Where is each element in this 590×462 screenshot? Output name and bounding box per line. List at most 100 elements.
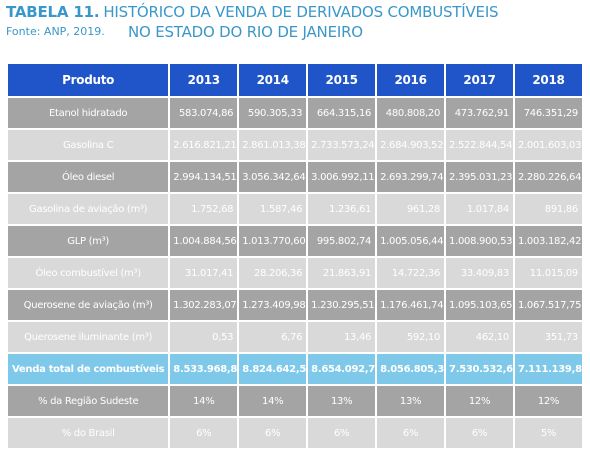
column-header-product: Produto [8,64,169,96]
sales-table-container: Produto 2013 2014 2015 2016 2017 2018 Et… [6,62,584,450]
total-value-cell: 8.533.968,82 [170,354,238,384]
product-cell: Etanol hidratado [8,98,169,128]
value-cell: 28.206,36 [239,258,307,288]
value-cell: 746.351,29 [514,98,582,128]
table-header: Produto 2013 2014 2015 2016 2017 2018 [8,64,582,96]
table-source: Fonte: ANP, 2019. [6,25,105,38]
value-cell: 590.305,33 [239,98,307,128]
percent-cell: 13% [377,386,445,416]
percentage-row: % da Região Sudeste 14% 14% 13% 13% 12% … [8,386,582,416]
total-label-cell: Venda total de combustíveis [8,354,169,384]
value-cell: 33.409,83 [446,258,513,288]
table-row: GLP (m³) 1.004.884,56 1.013.770,60 995.8… [8,226,582,256]
value-cell: 583.074,86 [170,98,238,128]
value-cell: 2.001.603,03 [514,130,582,160]
product-cell: % do Brasil [8,418,169,448]
table-row: Óleo combustível (m³) 31.017,41 28.206,3… [8,258,582,288]
percent-cell: 12% [446,386,513,416]
value-cell: 1.008.900,53 [446,226,513,256]
table-row: Etanol hidratado 583.074,86 590.305,33 6… [8,98,582,128]
value-cell: 1.273.409,98 [239,290,307,320]
value-cell: 961,28 [377,194,445,224]
percent-cell: 14% [239,386,307,416]
value-cell: 2.395.031,23 [446,162,513,192]
value-cell: 1.176.461,74 [377,290,445,320]
header-row: Produto 2013 2014 2015 2016 2017 2018 [8,64,582,96]
product-cell: GLP (m³) [8,226,169,256]
column-header-2016: 2016 [377,64,445,96]
value-cell: 2.693.299,74 [377,162,445,192]
product-cell: Gasolina C [8,130,169,160]
total-value-cell: 8.056.805,39 [377,354,445,384]
value-cell: 2.994.134,51 [170,162,238,192]
product-cell: Querosene de aviação (m³) [8,290,169,320]
value-cell: 31.017,41 [170,258,238,288]
value-cell: 1.004.884,56 [170,226,238,256]
table-title: TABELA 11. HISTÓRICO DA VENDA DE DERIVADO… [6,3,499,21]
value-cell: 891,86 [514,194,582,224]
table-title-text: HISTÓRICO DA VENDA DE DERIVADOS COMBUSTÍ… [103,3,499,21]
value-cell: 14.722,36 [377,258,445,288]
column-header-2018: 2018 [514,64,582,96]
value-cell: 1.095.103,65 [446,290,513,320]
product-cell: Óleo combustível (m³) [8,258,169,288]
percent-cell: 6% [170,418,238,448]
percent-cell: 6% [446,418,513,448]
product-cell: Querosene iluminante (m³) [8,322,169,352]
table-title-line2: NO ESTADO DO RIO DE JANEIRO [128,23,363,41]
value-cell: 1.230.295,51 [308,290,376,320]
percent-cell: 6% [308,418,376,448]
column-header-2015: 2015 [308,64,376,96]
product-cell: Óleo diesel [8,162,169,192]
value-cell: 1.003.182,42 [514,226,582,256]
value-cell: 1.013.770,60 [239,226,307,256]
value-cell: 2.733.573,24 [308,130,376,160]
percentage-row: % do Brasil 6% 6% 6% 6% 6% 5% [8,418,582,448]
value-cell: 21.863,91 [308,258,376,288]
table-row: Querosene iluminante (m³) 0,53 6,76 13,4… [8,322,582,352]
value-cell: 995.802,74 [308,226,376,256]
value-cell: 2.280.226,64 [514,162,582,192]
table-row: Óleo diesel 2.994.134,51 3.056.342,64 3.… [8,162,582,192]
total-value-cell: 8.654.092,74 [308,354,376,384]
total-value-cell: 8.824.642,51 [239,354,307,384]
value-cell: 664.315,16 [308,98,376,128]
table-row: Gasolina de aviação (m³) 1.752,68 1.587,… [8,194,582,224]
value-cell: 1.067.517,75 [514,290,582,320]
total-value-cell: 7.530.532,61 [446,354,513,384]
value-cell: 11.015,09 [514,258,582,288]
percent-cell: 5% [514,418,582,448]
value-cell: 1.017,84 [446,194,513,224]
value-cell: 3.056.342,64 [239,162,307,192]
value-cell: 473.762,91 [446,98,513,128]
value-cell: 2.616.821,21 [170,130,238,160]
percent-cell: 6% [377,418,445,448]
table-row: Gasolina C 2.616.821,21 2.861.013,38 2.7… [8,130,582,160]
total-value-cell: 7.111.139,80 [514,354,582,384]
percent-cell: 6% [239,418,307,448]
value-cell: 592,10 [377,322,445,352]
value-cell: 480.808,20 [377,98,445,128]
column-header-2014: 2014 [239,64,307,96]
value-cell: 3.006.992,11 [308,162,376,192]
value-cell: 351,73 [514,322,582,352]
value-cell: 2.522.844,54 [446,130,513,160]
total-row: Venda total de combustíveis 8.533.968,82… [8,354,582,384]
product-cell: Gasolina de aviação (m³) [8,194,169,224]
value-cell: 2.684.903,52 [377,130,445,160]
table-row: Querosene de aviação (m³) 1.302.283,07 1… [8,290,582,320]
value-cell: 0,53 [170,322,238,352]
table-caption: TABELA 11. HISTÓRICO DA VENDA DE DERIVADO… [6,2,586,46]
column-header-2017: 2017 [446,64,513,96]
percent-cell: 12% [514,386,582,416]
value-cell: 1.752,68 [170,194,238,224]
percent-cell: 13% [308,386,376,416]
table-number: TABELA 11. [6,3,100,21]
table-body: Etanol hidratado 583.074,86 590.305,33 6… [8,98,582,448]
sales-table: Produto 2013 2014 2015 2016 2017 2018 Et… [6,62,584,450]
value-cell: 1.005.056,44 [377,226,445,256]
value-cell: 2.861.013,38 [239,130,307,160]
value-cell: 1.587,46 [239,194,307,224]
product-cell: % da Região Sudeste [8,386,169,416]
percent-cell: 14% [170,386,238,416]
